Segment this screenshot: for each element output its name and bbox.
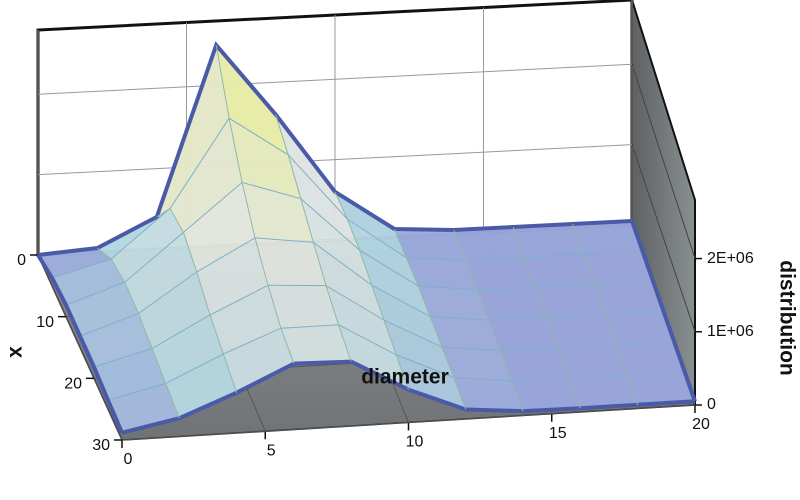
surface-patch <box>300 198 372 286</box>
mesh-line <box>512 226 581 409</box>
surface-patch <box>359 250 431 317</box>
surface-patch <box>524 254 595 288</box>
z-tick-label: 0 <box>707 396 716 413</box>
surface-patch <box>288 154 360 251</box>
surface-patch <box>605 311 674 345</box>
mesh-line <box>275 114 352 362</box>
surface-patch <box>52 259 125 305</box>
surface-patch <box>108 383 180 433</box>
x-tick-label: 0 <box>124 451 133 468</box>
y-tick-label: 0 <box>17 252 26 269</box>
surface-patch <box>546 314 616 348</box>
x-axis-label: diameter <box>361 366 449 389</box>
y-tick-label: 30 <box>92 437 110 454</box>
grid-line <box>37 254 123 441</box>
surface-patch <box>465 257 536 290</box>
surface-patch <box>384 320 454 378</box>
grid-line <box>631 64 696 259</box>
surface-patch <box>170 118 243 233</box>
surface-patch <box>216 45 289 155</box>
surface-edge <box>36 253 124 434</box>
surface-patch <box>594 281 664 315</box>
surface-patch <box>396 354 466 410</box>
surface-patch <box>406 257 477 290</box>
surface-patch <box>255 237 326 286</box>
x-tick-label: 5 <box>267 442 276 459</box>
surface-patch <box>124 232 197 314</box>
x-tick-label: 15 <box>549 425 567 442</box>
surface-patch <box>488 317 558 351</box>
mesh-line <box>393 228 467 410</box>
surface-patch <box>430 316 500 351</box>
surface-patch <box>138 271 210 349</box>
z-axis-label: distribution <box>775 260 798 375</box>
surface-patch <box>394 229 466 261</box>
surface-patch <box>511 378 581 412</box>
y-tick-label: 10 <box>36 314 54 331</box>
surface-patch <box>616 341 685 375</box>
z-tick-label: 2E+06 <box>707 250 754 267</box>
surface-patch <box>111 208 184 283</box>
surface-patch <box>442 347 512 381</box>
grid-line <box>37 63 633 95</box>
surface-patch <box>626 371 695 405</box>
surface-patch <box>583 251 653 285</box>
mesh-line <box>453 229 524 412</box>
surface-patch <box>210 285 281 354</box>
surface-patch <box>268 285 339 329</box>
x-tick-label: 20 <box>692 416 710 433</box>
surface-patch <box>38 248 112 278</box>
surface-patch <box>572 221 643 255</box>
surface-patch <box>453 377 524 412</box>
surface-patch <box>156 45 230 217</box>
surface-patch <box>80 313 152 367</box>
surface-patch <box>453 227 525 261</box>
surface-patch <box>183 182 255 272</box>
mesh-line <box>97 247 180 419</box>
surface-patch <box>338 324 409 390</box>
surface-edge <box>630 220 697 402</box>
surface-patch <box>476 287 547 321</box>
grid-line <box>631 144 696 332</box>
surface-patch <box>66 282 139 336</box>
surface-patch <box>418 286 489 321</box>
surface-patch <box>558 344 627 379</box>
mesh-line <box>334 191 409 390</box>
surface-patch <box>500 347 570 381</box>
surface-patch <box>347 219 419 286</box>
grid-line <box>37 144 633 176</box>
surface-patch <box>313 242 384 321</box>
surface-patch <box>513 224 584 258</box>
surface-patch <box>569 374 638 409</box>
mesh-line <box>572 223 639 405</box>
y-tick-label: 20 <box>64 376 82 393</box>
mesh-line <box>156 207 238 393</box>
grid-line <box>121 404 696 441</box>
scene: 0 5 10 15 20 0 10 20 30 0 1E+06 2E+06 <box>17 0 754 468</box>
surface-patch <box>152 315 224 384</box>
surface-patch <box>165 354 237 419</box>
surface-patch <box>223 328 294 393</box>
surface-patch <box>371 285 442 347</box>
z-tick-label: 1E+06 <box>707 323 754 340</box>
surface-patch <box>535 284 606 318</box>
y-axis-label: x <box>4 346 27 358</box>
surface-patch <box>326 285 397 355</box>
surface-patch <box>229 118 301 199</box>
mesh-line <box>215 45 295 364</box>
x-tick-label: 10 <box>406 434 424 451</box>
surface-patch <box>196 237 268 315</box>
surface-patch <box>280 324 352 364</box>
surface-patch <box>335 191 407 258</box>
